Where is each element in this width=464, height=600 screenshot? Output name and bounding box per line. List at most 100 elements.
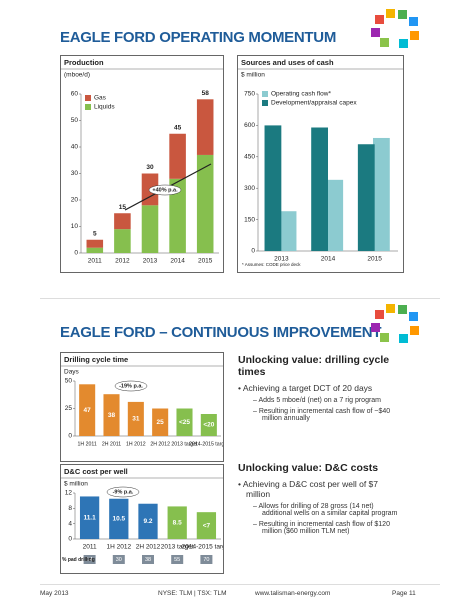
y-tick-label: 0	[74, 250, 78, 257]
total-label: 15	[119, 204, 127, 211]
bar	[196, 512, 217, 539]
bar	[127, 401, 144, 436]
footer-url: www.talisman-energy.com	[255, 590, 331, 597]
sub-bullet: – Allows for drilling of 28 gross (14 ne…	[253, 503, 398, 517]
bar	[167, 506, 187, 539]
bar-segment	[114, 213, 131, 230]
y-tick-label: 600	[244, 122, 255, 129]
sub-text: Adds 5 mboe/d (net) on a 7 rig program	[258, 397, 382, 404]
y-tick-label: 300	[244, 185, 255, 192]
y-tick-label: 0	[68, 536, 72, 543]
unit-label: $ million	[241, 72, 265, 79]
y-tick-label: 30	[71, 170, 79, 177]
bar	[200, 414, 217, 436]
bar	[264, 125, 282, 251]
x-tick-label: 2015	[367, 256, 382, 263]
annotation-bubble	[106, 486, 140, 498]
pad-value: 14	[87, 557, 93, 563]
cash-chart: Sources and uses of cash $ million 0 150 300…	[237, 55, 404, 273]
footer-date: May 2013	[40, 590, 69, 597]
x-tick-label: 1H 2012	[107, 544, 132, 551]
pad-value: 30	[116, 557, 122, 563]
total-label: 30	[146, 164, 154, 171]
footer-ticker: NYSE: TLM | TSX: TLM	[158, 590, 227, 597]
section: Unlocking value: drilling cycle times • …	[238, 354, 403, 426]
y-tick-label: 12	[65, 490, 73, 497]
total-label: 5	[93, 230, 97, 237]
pad-value: 70	[203, 557, 209, 563]
y-tick-label: 25	[65, 405, 73, 412]
value-label: 25	[157, 419, 165, 426]
bar	[176, 408, 193, 436]
chart-title: Production	[64, 58, 104, 67]
y-tick-label: 50	[65, 378, 73, 385]
pad-value: 55	[174, 557, 180, 563]
value-label: 31	[132, 416, 140, 423]
value-label: 11.1	[83, 514, 96, 521]
x-tick-label: 2013	[274, 256, 289, 263]
dc-cost-chart: D&C cost per well $ million 0 4 8 12 2011 11.1 1…	[60, 464, 224, 574]
bullet-text: Achieving a target DCT of 20 days	[242, 383, 373, 393]
sub-text: Resulting in incremental cash flow of $1…	[258, 521, 390, 535]
bar	[279, 211, 297, 251]
annotation-bubble	[114, 380, 148, 392]
value-label: <25	[179, 419, 190, 426]
y-tick-label: 450	[244, 154, 255, 161]
drilling-chart: Drilling cycle time Days 0 25 50 1H 2011 47 2H …	[60, 352, 224, 462]
legend-swatch	[85, 95, 91, 101]
bar	[372, 137, 390, 251]
footer-page: Page 11	[392, 590, 416, 597]
legend-label: Operating cash flow*	[271, 91, 331, 98]
x-tick-label: 2013 target	[171, 441, 198, 447]
bar	[138, 503, 158, 539]
y-tick-label: 50	[71, 117, 79, 124]
y-tick-label: 0	[251, 248, 255, 255]
unit-label: (mboe/d)	[64, 72, 90, 79]
y-tick-label: 0	[68, 433, 72, 440]
section-heading: Unlocking value: D&C costs	[238, 462, 379, 474]
value-label: 10.5	[112, 516, 125, 523]
x-tick-label: 2014-2015 target	[182, 544, 224, 551]
unit-label: $ million	[64, 481, 88, 488]
divider	[40, 584, 440, 585]
y-tick-label: 8	[68, 505, 72, 512]
legend-label: Gas	[94, 95, 107, 102]
x-tick-label: 2015	[198, 258, 213, 265]
legend-swatch	[262, 100, 268, 106]
value-label: 9.2	[143, 518, 152, 525]
chart-title: D&C cost per well	[64, 467, 128, 476]
sub-text: Resulting in incremental cash flow of ~$…	[258, 408, 391, 422]
y-tick-label: 150	[244, 216, 255, 223]
bar	[109, 498, 129, 539]
pad-cell	[200, 555, 213, 564]
sub-bullet: – Resulting in incremental cash flow of …	[253, 521, 390, 535]
pad-cell	[112, 555, 125, 564]
x-tick-label: 2011	[83, 544, 97, 551]
x-tick-label: 2H 2011	[102, 441, 121, 447]
x-tick-label: 2014	[321, 256, 336, 263]
bar-segment	[86, 239, 104, 248]
bar	[311, 127, 328, 251]
x-tick-label: 2014-2015 target	[189, 441, 224, 447]
annotation-bubble	[148, 184, 182, 196]
bullet: • Achieving a target DCT of 20 days	[238, 383, 373, 393]
value-label: <20	[203, 422, 214, 429]
x-tick-label: 2012	[115, 258, 130, 265]
logo	[371, 9, 419, 48]
bar	[326, 179, 344, 251]
x-tick-label: 2011	[88, 258, 102, 265]
bar	[152, 408, 169, 436]
y-tick-label: 60	[71, 91, 79, 98]
slide-title: EAGLE FORD – CONTINUOUS IMPROVEMENT	[60, 324, 382, 341]
chart-title: Drilling cycle time	[64, 355, 128, 364]
legend-label: Liquids	[94, 104, 115, 111]
y-tick-label: 40	[71, 144, 79, 151]
bullet: • Achieving a D&C cost per well of $7 mi…	[238, 479, 378, 499]
y-tick-label: 20	[71, 197, 79, 204]
bar-segment	[196, 99, 214, 155]
value-label: 47	[84, 407, 92, 414]
pad-value: 38	[145, 557, 151, 563]
y-tick-label: 10	[71, 223, 79, 230]
value-label: <7	[203, 522, 211, 529]
